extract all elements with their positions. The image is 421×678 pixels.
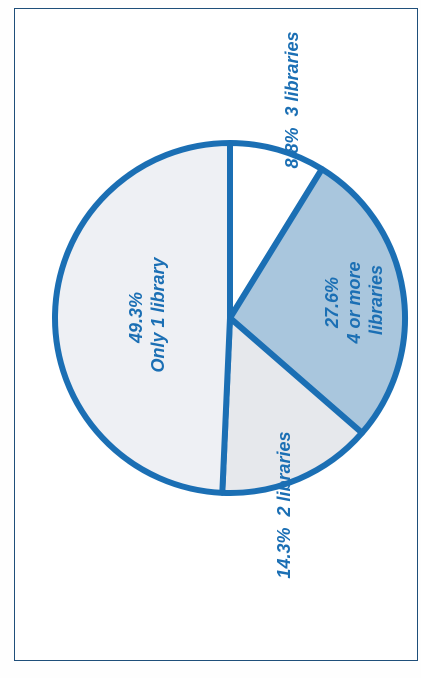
pie-labels: 49.3% Only 1 library 8.8% 3 libraries 27… — [126, 31, 386, 578]
slice-label-only-1-library: 49.3% Only 1 library — [126, 256, 168, 372]
slice-name-4-or-more-line1: 4 or more — [344, 261, 364, 344]
slice-value-only-1-library: 49.3% — [126, 292, 146, 344]
pie-slice-4-or-more-libraries — [227, 166, 408, 436]
slice-label-4-or-more-libraries: 27.6% 4 or more libraries — [322, 256, 386, 344]
slice-value-4-or-more: 27.6% — [322, 277, 342, 329]
pie-slice-2-libraries — [219, 315, 365, 496]
slice-name-3-libraries: 3 libraries — [282, 31, 302, 116]
pie-slices — [52, 140, 408, 496]
slice-label-2-libraries: 14.3% 2 libraries — [274, 431, 294, 578]
slice-name-4-or-more-line2: libraries — [366, 265, 386, 335]
slice-name-2-libraries: 2 libraries — [274, 431, 294, 517]
slice-label-3-libraries: 8.8% 3 libraries — [282, 31, 302, 168]
slice-name-only-1-library: Only 1 library — [148, 256, 168, 372]
slice-value-2-libraries: 14.3% — [274, 528, 294, 579]
slice-value-3-libraries: 8.8% — [282, 128, 302, 169]
pie-slice-only-1-library — [52, 140, 233, 496]
